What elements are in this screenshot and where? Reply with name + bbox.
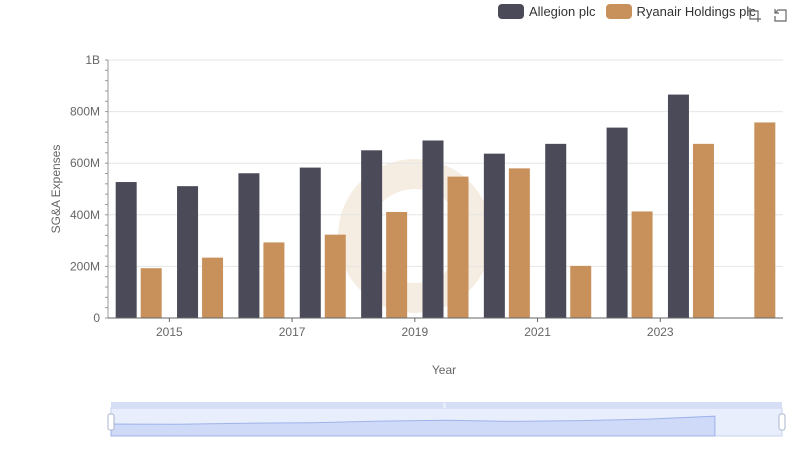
slider-grip[interactable]: |||	[443, 403, 447, 409]
legend: Allegion plc Ryanair Holdings plc	[498, 4, 766, 19]
bar-allegion-2022[interactable]	[606, 127, 628, 318]
x-tick-label: 2015	[156, 325, 183, 339]
x-tick-label: 2021	[524, 325, 551, 339]
bar-allegion-2017[interactable]	[299, 167, 321, 318]
bar-allegion-2021[interactable]	[545, 143, 567, 318]
y-tick-label: 1B	[85, 53, 100, 67]
legend-swatch-ryanair	[605, 4, 632, 19]
restore-icon[interactable]	[772, 7, 788, 23]
watermark-circle	[338, 159, 492, 313]
legend-label-ryanair: Ryanair Holdings plc	[636, 4, 756, 19]
bars	[115, 94, 776, 319]
legend-item-ryanair[interactable]: Ryanair Holdings plc	[605, 4, 756, 19]
slider-handle-right[interactable]	[778, 413, 786, 431]
y-tick-label: 0	[93, 311, 100, 325]
slider-preview-area	[110, 415, 716, 437]
bar-ryanair-2014[interactable]	[140, 268, 162, 318]
legend-swatch-allegion	[498, 4, 524, 19]
y-tick-label: 800M	[70, 105, 100, 119]
y-tick-label: 200M	[70, 259, 100, 273]
axes: 0 200M 400M 600M 800M 1B 2015 2017 2019 2021 2023	[70, 53, 783, 339]
y-axis-label: SG&A Expenses	[49, 145, 63, 234]
x-tick-label: 2023	[647, 325, 674, 339]
bar-allegion-2018[interactable]	[361, 150, 383, 318]
bar-ryanair-2022[interactable]	[631, 211, 653, 318]
bar-ryanair-2015[interactable]	[202, 257, 224, 318]
bar-allegion-2015[interactable]	[177, 186, 199, 318]
y-tick-label: 400M	[70, 208, 100, 222]
bar-allegion-2019[interactable]	[422, 140, 444, 318]
bar-allegion-2014[interactable]	[115, 182, 137, 318]
bar-allegion-2023[interactable]	[667, 94, 689, 319]
bar-ryanair-2018[interactable]	[386, 211, 408, 318]
legend-item-allegion[interactable]: Allegion plc	[498, 4, 596, 19]
bar-ryanair-2017[interactable]	[324, 234, 346, 318]
zoom-icon[interactable]	[746, 7, 762, 23]
bar-ryanair-2020[interactable]	[508, 168, 530, 318]
x-tick-label: 2019	[401, 325, 428, 339]
bar-ryanair-2021[interactable]	[570, 265, 592, 318]
bar-ryanair-2016[interactable]	[263, 242, 285, 318]
watermark-logo	[338, 159, 492, 313]
bar-allegion-2020[interactable]	[483, 153, 505, 318]
toolbox	[746, 7, 798, 23]
x-tick-label: 2017	[279, 325, 306, 339]
bar-ryanair-2024[interactable]	[754, 122, 776, 318]
bar-ryanair-2019[interactable]	[447, 176, 469, 318]
y-tick-label: 600M	[70, 156, 100, 170]
x-axis-label: Year	[432, 363, 456, 377]
slider-handle-left[interactable]	[107, 413, 115, 431]
legend-label-allegion: Allegion plc	[529, 4, 596, 19]
slider-top-bar[interactable]	[111, 402, 782, 408]
bar-ryanair-2023[interactable]	[692, 143, 714, 318]
data-zoom-slider[interactable]: |||	[107, 402, 786, 437]
bar-allegion-2016[interactable]	[238, 173, 260, 318]
